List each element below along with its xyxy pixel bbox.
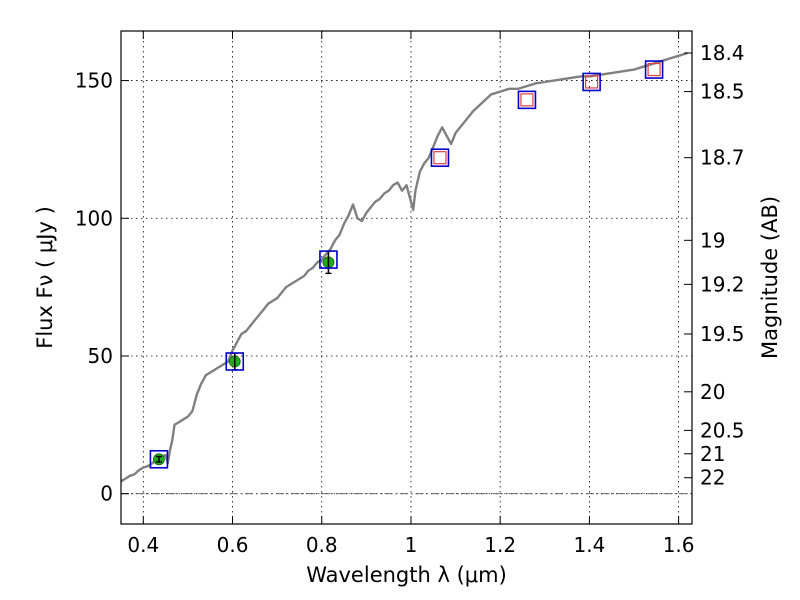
x-tick-label: 0.8: [306, 533, 338, 557]
mag-tick-label: 18.5: [700, 80, 745, 104]
model-photometry-marker: [430, 148, 450, 167]
predicted-photometry-marker: [647, 62, 661, 77]
mag-tick-label: 22: [700, 466, 725, 490]
x-tick-label: 1: [405, 533, 418, 557]
model-photometry-marker: [319, 250, 338, 269]
plot-area: [120, 51, 688, 483]
y2-axis-label: Magnitude (AB): [758, 196, 782, 359]
axes: 0.4 0.6 0.8 1 1.2 1.4 1.6 0 50 100 150 18.4 18.5 18.7…: [75, 31, 745, 557]
mag-tick-label: 21: [700, 442, 725, 466]
predicted-photometry-marker: [585, 75, 599, 89]
model-photometry-marker: [225, 352, 245, 371]
mag-tick-label: 19.2: [700, 272, 745, 296]
model-photometry-marker: [517, 90, 537, 110]
x-tick-label: 0.6: [217, 533, 249, 557]
mag-tick-label: 19.5: [700, 322, 745, 346]
y-tick-label: 50: [88, 344, 113, 368]
x-tick-label: 1.4: [573, 533, 605, 557]
x-tick-label: 0.4: [127, 533, 159, 557]
model-photometry-marker: [644, 60, 664, 79]
mag-tick-label: 18.4: [700, 41, 745, 65]
grid-lines: [121, 31, 692, 524]
predicted-photometry-marker: [520, 93, 534, 107]
spectrum-line: [120, 51, 688, 483]
y-axis-label: Flux Fν ( μJy ): [33, 206, 57, 349]
mag-tick-label: 18.7: [700, 146, 745, 170]
x-tick-label: 1.2: [484, 533, 516, 557]
y-tick-label: 100: [75, 206, 113, 230]
x-axis-label: Wavelength λ (μm): [306, 563, 507, 587]
y-tick-label: 0: [100, 482, 113, 506]
mag-tick-label: 20: [700, 380, 725, 404]
model-photometry-marker: [582, 72, 601, 92]
model-photometry-marker: [149, 449, 169, 469]
mag-tick-label: 19: [700, 228, 725, 252]
mag-tick-label: 20.5: [700, 418, 745, 442]
plot-frame: [120, 30, 693, 525]
x-tick-label: 1.6: [663, 533, 695, 557]
predicted-photometry-marker: [433, 151, 447, 165]
y-tick-label: 150: [75, 69, 113, 93]
